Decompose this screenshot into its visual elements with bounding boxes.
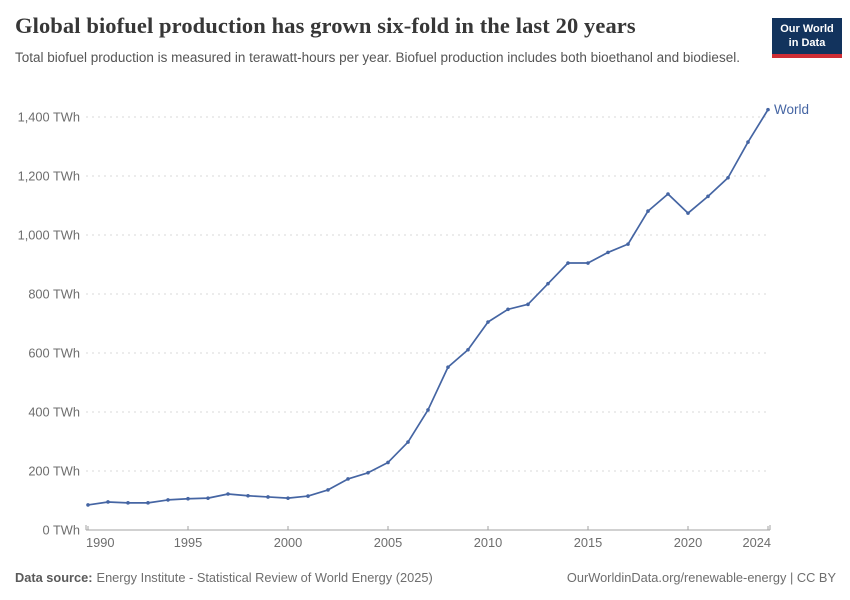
owid-logo: Our World in Data <box>772 18 842 58</box>
x-tick-label: 2005 <box>374 535 402 550</box>
data-point <box>666 192 670 196</box>
chart-footer: Data source: Energy Institute - Statistic… <box>15 570 836 585</box>
owid-logo-line2: in Data <box>788 37 826 50</box>
data-point <box>486 320 490 324</box>
y-tick-label: 200 TWh <box>28 464 80 479</box>
data-point <box>306 494 310 498</box>
y-tick-label: 1,200 TWh <box>18 169 80 184</box>
y-tick-label: 800 TWh <box>28 287 80 302</box>
data-point <box>686 211 690 215</box>
data-point <box>266 495 270 499</box>
data-point <box>546 281 550 286</box>
x-tick-label: 2000 <box>274 535 302 550</box>
data-point <box>226 492 230 496</box>
data-point <box>586 261 590 265</box>
y-tick-label: 400 TWh <box>28 405 80 420</box>
data-point <box>426 408 430 412</box>
data-source: Data source: Energy Institute - Statistic… <box>15 570 433 585</box>
x-tick-label: 1990 <box>86 535 114 550</box>
data-point <box>326 488 330 492</box>
data-point <box>626 242 630 246</box>
data-point <box>706 194 710 199</box>
owid-logo-red-stripe <box>772 53 842 58</box>
data-point <box>726 175 730 180</box>
x-tick-label: 2010 <box>474 535 502 550</box>
data-point <box>606 250 610 255</box>
y-tick-label: 0 TWh <box>43 523 80 538</box>
data-point <box>406 440 410 444</box>
chart-header: Global biofuel production has grown six-… <box>15 13 760 68</box>
data-point <box>566 261 570 265</box>
data-point <box>366 470 370 475</box>
credit-link[interactable]: OurWorldinData.org/renewable-energy | CC… <box>566 570 836 585</box>
chart-subtitle: Total biofuel production is measured in … <box>15 50 740 65</box>
data-point <box>446 365 450 369</box>
owid-logo-line1: Our World <box>780 23 834 35</box>
data-point <box>746 140 750 144</box>
data-point <box>766 107 770 112</box>
data-source-value: Energy Institute - Statistical Review of… <box>96 570 433 585</box>
y-tick-label: 600 TWh <box>28 346 80 361</box>
data-point <box>346 477 350 481</box>
data-point <box>206 496 210 500</box>
data-point <box>386 460 390 465</box>
data-point <box>466 347 470 352</box>
data-point <box>86 503 90 507</box>
data-point <box>646 209 650 213</box>
data-point <box>146 501 150 505</box>
data-point <box>106 500 110 504</box>
y-tick-label: 1,000 TWh <box>18 228 80 243</box>
y-tick-label: 1,400 TWh <box>18 110 80 125</box>
data-point <box>246 493 250 498</box>
x-tick-label: 2020 <box>674 535 702 550</box>
page-title: Global biofuel production has grown six-… <box>15 13 636 38</box>
series-label-world: World <box>774 102 809 117</box>
data-point <box>126 501 130 505</box>
data-point <box>166 498 170 502</box>
data-point <box>186 496 190 501</box>
data-source-label: Data source: <box>15 570 93 585</box>
data-point <box>526 302 530 307</box>
x-tick-label: 2015 <box>574 535 602 550</box>
owid-logo-text: Our World in Data <box>772 18 842 54</box>
data-point <box>286 496 290 500</box>
x-tick-label: 1995 <box>174 535 202 550</box>
data-point <box>506 307 510 312</box>
x-tick-label: 2024 <box>743 535 771 550</box>
world-series-line <box>87 108 769 506</box>
